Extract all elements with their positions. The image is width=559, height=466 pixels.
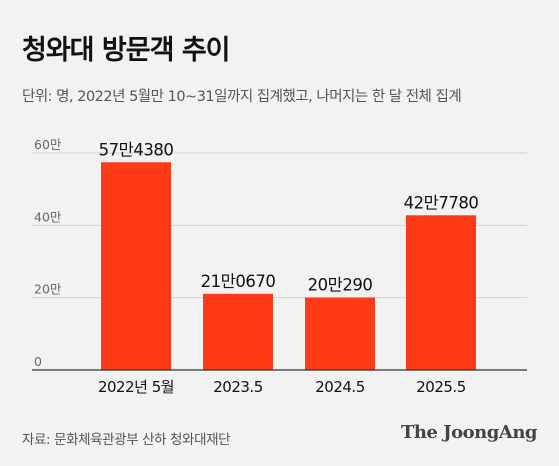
y-tick-label: 60만 bbox=[34, 137, 62, 152]
data-label: 42만7780 bbox=[404, 193, 479, 212]
chart-subtitle: 단위: 명, 2022년 5월만 10~31일까지 집계했고, 나머지는 한 달… bbox=[22, 89, 462, 105]
bar bbox=[203, 293, 273, 370]
y-tick-label: 0 bbox=[34, 354, 42, 369]
bar-chart: 0 20만 40만 60만 57만4380 2022년 5월 21만0670 2023.5 20… bbox=[32, 137, 527, 396]
source-note: 자료: 문화체육관광부 산하 청와대재단 bbox=[22, 432, 231, 448]
x-tick-label: 2025.5 bbox=[416, 378, 466, 396]
x-tick-label: 2022년 5월 bbox=[98, 378, 174, 396]
y-tick-label: 40만 bbox=[34, 209, 62, 224]
bar bbox=[101, 162, 171, 370]
data-label: 21만0670 bbox=[201, 272, 276, 291]
x-tick-label: 2023.5 bbox=[213, 378, 263, 396]
x-tick-label: 2024.5 bbox=[315, 378, 365, 396]
bar bbox=[406, 215, 476, 370]
bar bbox=[305, 297, 375, 370]
chart-title: 청와대 방문객 추이 bbox=[22, 35, 231, 66]
data-label: 20만290 bbox=[308, 276, 373, 295]
data-label: 57만4380 bbox=[99, 140, 174, 159]
y-tick-label: 20만 bbox=[34, 282, 62, 297]
publisher-logo: The JoongAng bbox=[400, 422, 538, 443]
